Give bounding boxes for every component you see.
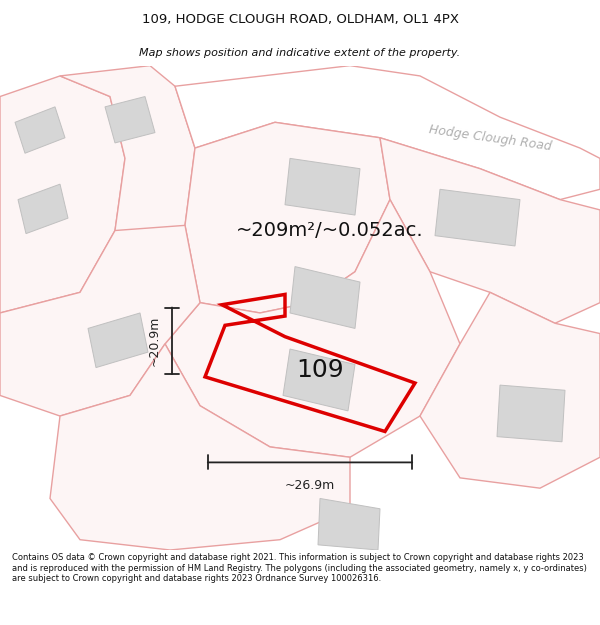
Polygon shape bbox=[60, 66, 195, 292]
Polygon shape bbox=[18, 184, 68, 234]
Polygon shape bbox=[88, 313, 148, 368]
Text: Map shows position and indicative extent of the property.: Map shows position and indicative extent… bbox=[139, 48, 461, 58]
Polygon shape bbox=[283, 349, 355, 411]
Polygon shape bbox=[105, 96, 155, 143]
Polygon shape bbox=[497, 385, 565, 442]
Text: ~209m²/~0.052ac.: ~209m²/~0.052ac. bbox=[236, 221, 424, 240]
Text: 109: 109 bbox=[296, 357, 344, 382]
Polygon shape bbox=[0, 76, 125, 313]
Polygon shape bbox=[175, 66, 600, 199]
Text: Hodge Clough Road: Hodge Clough Road bbox=[428, 122, 552, 153]
Text: ~26.9m: ~26.9m bbox=[285, 479, 335, 492]
Polygon shape bbox=[285, 158, 360, 215]
Text: Contains OS data © Crown copyright and database right 2021. This information is : Contains OS data © Crown copyright and d… bbox=[12, 553, 587, 583]
Polygon shape bbox=[15, 107, 65, 153]
Text: 109, HODGE CLOUGH ROAD, OLDHAM, OL1 4PX: 109, HODGE CLOUGH ROAD, OLDHAM, OL1 4PX bbox=[142, 12, 458, 26]
Polygon shape bbox=[0, 226, 200, 416]
Text: ~20.9m: ~20.9m bbox=[148, 316, 161, 366]
Polygon shape bbox=[420, 292, 600, 488]
Polygon shape bbox=[50, 344, 350, 550]
Polygon shape bbox=[318, 499, 380, 550]
Polygon shape bbox=[290, 267, 360, 328]
Polygon shape bbox=[185, 122, 390, 313]
Polygon shape bbox=[380, 138, 600, 323]
Polygon shape bbox=[165, 199, 460, 458]
Polygon shape bbox=[435, 189, 520, 246]
